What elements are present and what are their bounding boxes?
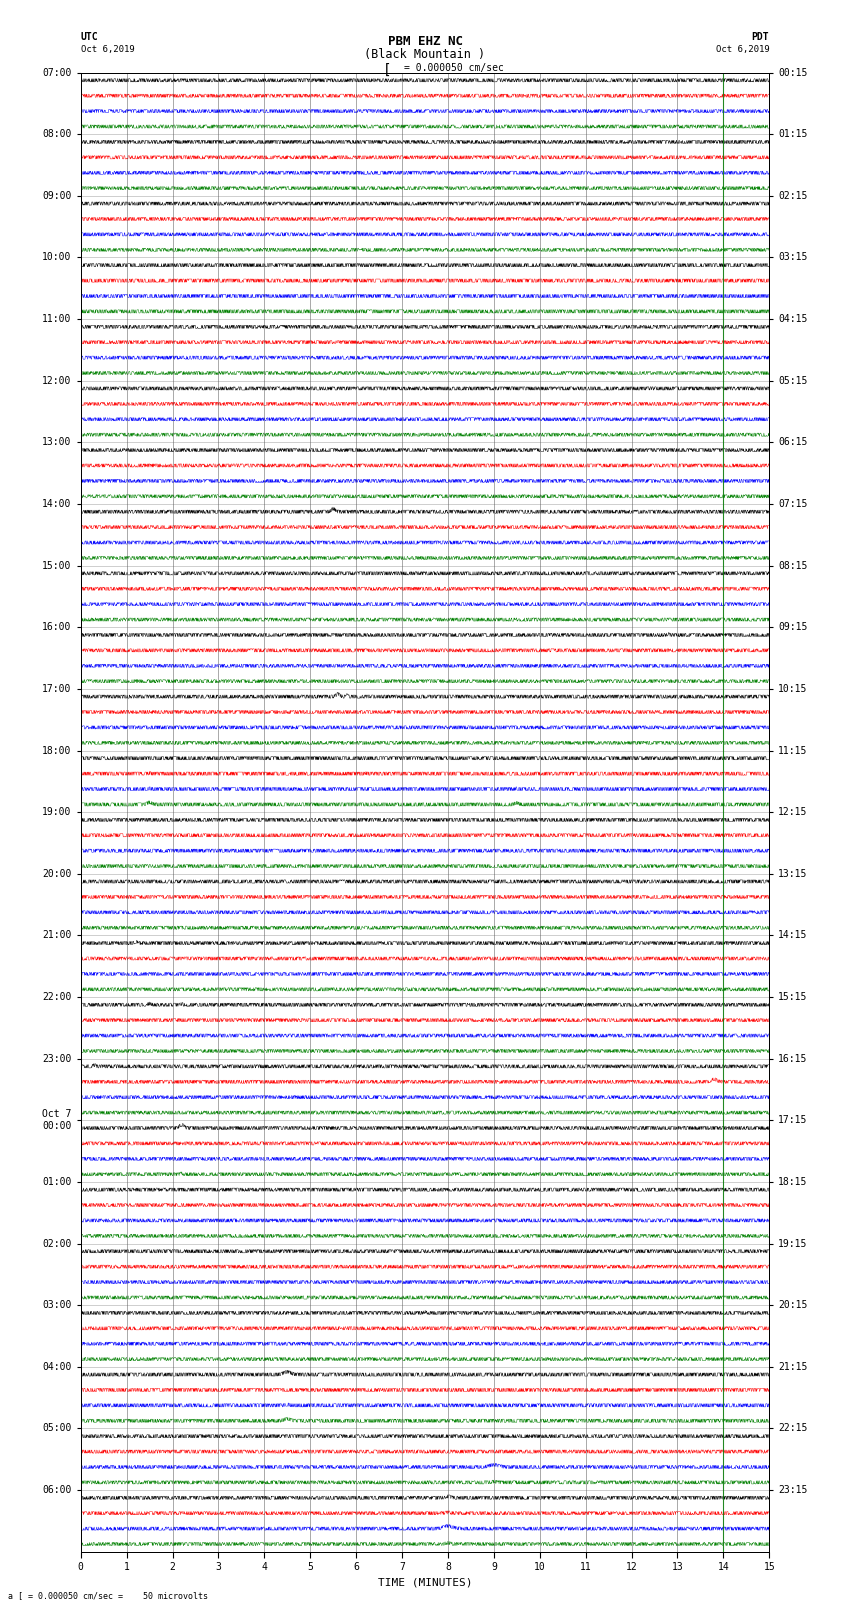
Text: Oct 6,2019: Oct 6,2019: [81, 45, 134, 55]
Text: = 0.000050 cm/sec: = 0.000050 cm/sec: [404, 63, 503, 73]
Text: UTC: UTC: [81, 32, 99, 42]
Text: a [ = 0.000050 cm/sec =    50 microvolts: a [ = 0.000050 cm/sec = 50 microvolts: [8, 1590, 208, 1600]
Text: Oct 6,2019: Oct 6,2019: [716, 45, 769, 55]
Text: PBM EHZ NC: PBM EHZ NC: [388, 35, 462, 48]
Text: [: [: [382, 63, 391, 77]
X-axis label: TIME (MINUTES): TIME (MINUTES): [377, 1578, 473, 1587]
Text: PDT: PDT: [751, 32, 769, 42]
Text: (Black Mountain ): (Black Mountain ): [365, 48, 485, 61]
